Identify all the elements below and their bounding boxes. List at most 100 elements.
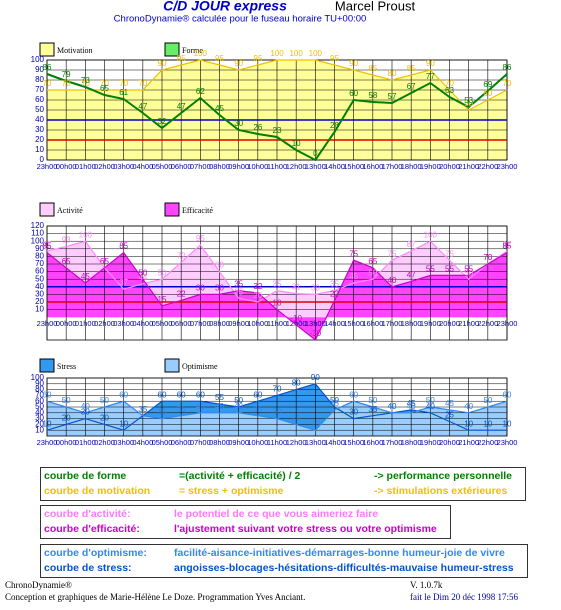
data-label: 45 [330, 399, 339, 408]
data-label: 75 [388, 249, 397, 258]
x-tick-label: 23h00 [497, 438, 518, 447]
x-tick-label: 20h00 [439, 162, 460, 171]
data-label: 95 [253, 54, 262, 63]
data-label: 40 [388, 402, 397, 411]
x-tick-label: 00h00 [56, 162, 77, 171]
data-label: 87 [407, 240, 416, 249]
y-tick-label: 100 [31, 55, 45, 64]
data-label: 70 [273, 385, 282, 394]
y-tick-label: 80 [35, 75, 44, 84]
definition-line: courbe d'activité: le potentiel de ce que… [44, 507, 447, 522]
data-label: 50 [330, 396, 339, 405]
series-line [46, 383, 507, 431]
x-tick-label: 08h00 [209, 319, 230, 328]
data-label: 86 [503, 63, 512, 72]
y-tick-label: 40 [35, 115, 44, 124]
x-tick-label: 06h00 [171, 319, 192, 328]
data-label: -30 [310, 329, 322, 338]
data-label: 67 [407, 82, 416, 91]
data-label: 62 [196, 87, 205, 96]
data-label: 50 [62, 396, 71, 405]
data-label: 45 [445, 399, 454, 408]
data-label: 69 [483, 80, 492, 89]
data-label: 40 [215, 402, 224, 411]
x-tick-label: 22h00 [477, 162, 498, 171]
series-line [47, 59, 508, 111]
x-tick-label: 11h00 [267, 162, 287, 171]
x-tick-label: 05h00 [152, 162, 173, 171]
x-tick-label: 00h00 [56, 319, 77, 328]
data-label: 100 [79, 230, 93, 239]
data-label: 87 [503, 240, 512, 249]
legend-swatch [39, 202, 55, 217]
data-label: 90 [158, 59, 167, 68]
data-label: 10 [464, 419, 473, 428]
data-label: 60 [503, 390, 512, 399]
data-label: 47 [407, 271, 416, 280]
data-label: 30 [158, 408, 167, 417]
x-tick-label: 02h00 [94, 162, 115, 171]
data-label: 30 [311, 284, 320, 293]
y-tick-label: 100 [31, 236, 45, 245]
data-label: 55 [215, 393, 224, 402]
x-tick-label: 05h00 [152, 438, 173, 447]
footer-version: V. 1.0.7k [410, 580, 443, 590]
x-tick-label: 01h00 [75, 319, 96, 328]
x-tick-label: 15h00 [343, 319, 364, 328]
data-label: 60 [43, 390, 52, 399]
x-tick-label: 12h00 [286, 319, 307, 328]
y-tick-label: 10 [35, 145, 44, 154]
data-label: 63 [445, 86, 454, 95]
x-tick-label: 17h00 [382, 438, 403, 447]
data-label: 10 [119, 419, 128, 428]
y-tick-label: 30 [35, 125, 44, 134]
x-tick-label: 16h00 [362, 162, 383, 171]
x-tick-label: 11h00 [267, 319, 287, 328]
series-line [46, 251, 508, 341]
definition-line: courbe d'optimisme: facilité-aisance-init… [44, 546, 524, 561]
x-tick-label: 17h00 [382, 319, 403, 328]
data-label: 35 [234, 280, 243, 289]
data-label: 30 [349, 408, 358, 417]
data-label: 45 [407, 399, 416, 408]
definition-term: courbe d'efficacité: [44, 523, 140, 535]
x-tick-label: 01h00 [75, 162, 96, 171]
data-label: 40 [81, 402, 90, 411]
data-label: 40 [196, 402, 205, 411]
data-label: 60 [215, 261, 224, 270]
data-label: 60 [483, 89, 492, 98]
x-tick-label: 04h00 [132, 438, 153, 447]
y-tick-label: 120 [31, 221, 45, 230]
definition-box: courbe de forme =(activité + efficacité) … [40, 467, 527, 501]
person-name: Marcel Proust [335, 0, 416, 13]
x-tick-label: 23h00 [37, 162, 58, 171]
x-tick-label: 14h00 [324, 162, 345, 171]
data-label: 35 [138, 405, 147, 414]
x-tick-label: 00h00 [56, 438, 77, 447]
x-tick-label: 02h00 [94, 319, 115, 328]
x-tick-label: 11h00 [267, 438, 287, 447]
data-label: 20 [253, 291, 262, 300]
data-label: 100 [270, 49, 284, 58]
x-tick-label: 21h00 [458, 438, 479, 447]
y-tick-label: 60 [35, 396, 44, 405]
x-tick-label: 15h00 [343, 438, 364, 447]
data-label: 50 [100, 396, 109, 405]
legend-label: Efficacité [182, 206, 213, 215]
legend-label: Activité [57, 206, 83, 215]
data-label: 50 [368, 268, 377, 277]
y-tick-label: 60 [35, 95, 44, 104]
x-tick-label: 06h00 [171, 438, 192, 447]
legend-swatch [39, 358, 55, 373]
data-label: 65 [368, 257, 377, 266]
y-tick-label: 20 [35, 297, 44, 306]
data-label: 40 [407, 402, 416, 411]
x-tick-label: 19h00 [420, 162, 441, 171]
data-label: 58 [368, 91, 377, 100]
legend-swatch [164, 202, 180, 217]
data-label: 50 [368, 396, 377, 405]
data-label: 30 [215, 284, 224, 293]
data-label: 23 [273, 126, 282, 135]
footer-brand: ChronoDynamie® [5, 580, 72, 590]
